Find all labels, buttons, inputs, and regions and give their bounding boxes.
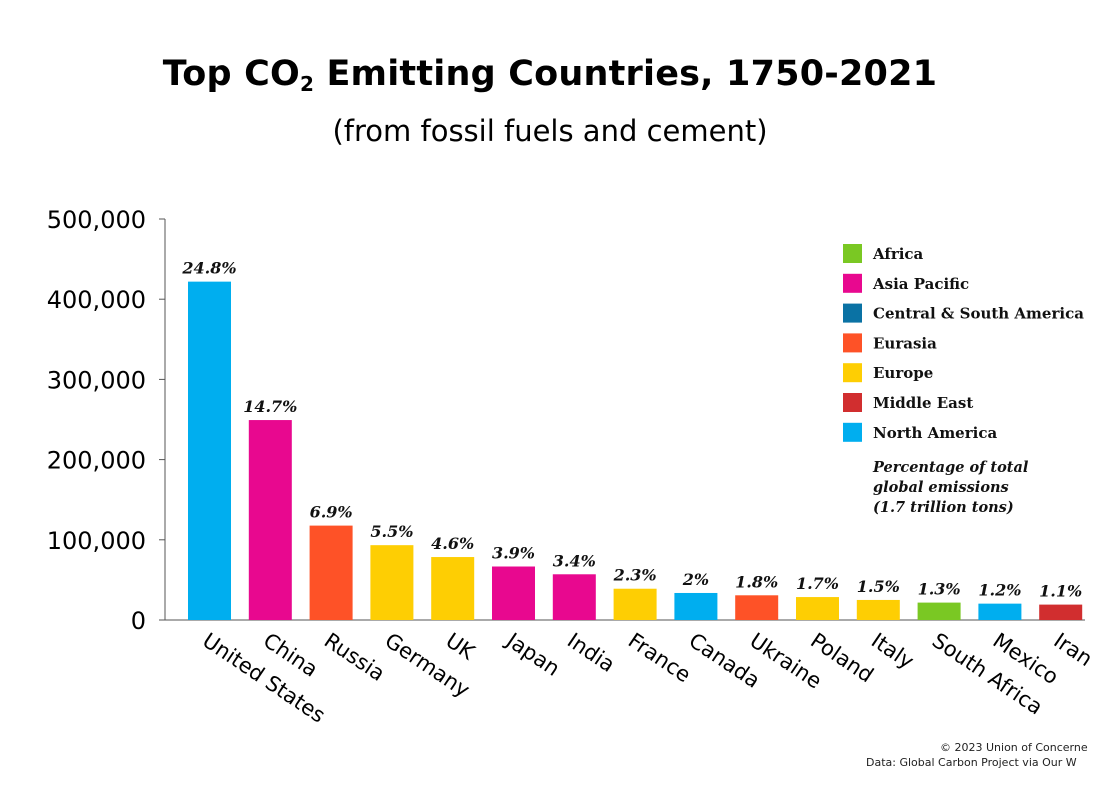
data-label: 1.1%: [1039, 582, 1082, 601]
bar: [796, 597, 839, 620]
bar: [248, 420, 292, 620]
legend-swatch: [843, 393, 862, 412]
legend-note-line: global emissions: [873, 479, 1009, 496]
data-labels: 24.8% 14.7% 6.9% 5.5% 4.6% 3.9% 3.4% 2.3% 2% 1.8%…: [181, 259, 1082, 601]
legend-note-line: (1.7 trillion tons): [873, 499, 1014, 516]
x-tick-label: India: [563, 628, 619, 677]
bar: [370, 545, 414, 620]
legend-label: Central & South America: [873, 305, 1084, 323]
bar: [613, 588, 657, 620]
data-label: 6.9%: [310, 503, 353, 522]
data-label: 4.6%: [431, 534, 474, 553]
y-tick-label: 200,000: [47, 447, 146, 475]
y-tick-label: 400,000: [47, 286, 146, 314]
legend-swatch: [843, 333, 862, 353]
x-tick-label: France: [624, 628, 695, 687]
bar: [492, 566, 535, 620]
legend-swatch: [843, 422, 862, 442]
bar: [552, 574, 596, 620]
data-label: 1.5%: [857, 577, 900, 596]
legend-label: North America: [873, 424, 997, 442]
y-tick-label: 0: [131, 607, 146, 635]
data-label: 24.8%: [181, 259, 236, 278]
legend-label: Middle East: [873, 394, 973, 412]
data-label: 2.3%: [613, 566, 657, 585]
legend-swatch: [843, 273, 862, 293]
legend-swatch: [843, 303, 862, 323]
x-tick-label: UK: [441, 628, 480, 665]
data-label: 1.7%: [796, 574, 839, 593]
x-tick-label: Japan: [501, 627, 565, 681]
legend-swatch: [843, 363, 862, 383]
bar: [856, 599, 900, 620]
legend: Africa Asia Pacific Central & South Americ…: [843, 244, 1084, 516]
data-label: 14.7%: [243, 397, 297, 416]
bar: [1039, 604, 1083, 620]
data-label: 2%: [682, 570, 709, 589]
chart-subtitle: (from fossil fuels and cement): [332, 114, 768, 148]
legend-label: Asia Pacific: [872, 275, 969, 293]
bar: [735, 595, 779, 620]
bar: [674, 592, 718, 620]
data-label: 1.8%: [735, 572, 778, 591]
chart-title: Top CO2 Emitting Countries, 1750-2021: [0, 54, 1100, 96]
legend-label: Europe: [873, 364, 933, 382]
bar: [188, 281, 231, 620]
data-label: 5.5%: [370, 522, 413, 541]
bar: [431, 557, 475, 620]
title-rest: Emitting Countries, 1750-2021: [314, 54, 938, 94]
bars: [188, 281, 1083, 620]
x-tick-label: Russia: [320, 628, 389, 686]
legend-label: Africa: [872, 245, 924, 263]
title-subscript: 2: [299, 72, 315, 96]
legend-swatch: [843, 244, 862, 263]
copyright-credit: © 2023 Union of Concerne: [940, 741, 1088, 754]
data-source-credit: Data: Global Carbon Project via Our W: [866, 756, 1077, 769]
bar: [917, 602, 961, 620]
title-main: Top CO: [162, 54, 300, 94]
bar: [309, 525, 353, 620]
y-tick-label: 100,000: [47, 527, 146, 555]
data-label: 3.9%: [492, 544, 535, 563]
data-label: 3.4%: [553, 551, 596, 570]
y-tick-label: 500,000: [47, 206, 146, 234]
data-label: 1.3%: [918, 580, 961, 599]
legend-note-line: Percentage of total: [872, 459, 1029, 476]
legend-label: Eurasia: [873, 334, 937, 352]
data-label: 1.2%: [978, 581, 1021, 600]
y-tick-label: 300,000: [47, 366, 146, 394]
bar: [978, 603, 1022, 620]
